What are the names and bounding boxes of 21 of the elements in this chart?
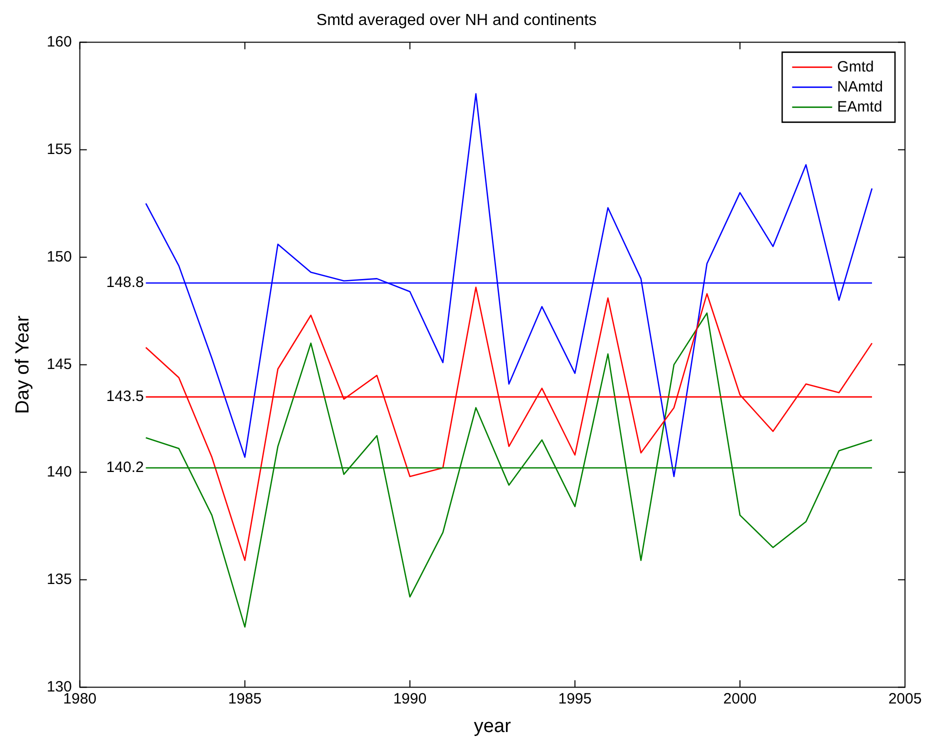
y-tick-label: 140 — [46, 463, 72, 480]
x-axis-title: year — [474, 716, 512, 737]
y-tick-label: 150 — [46, 248, 72, 266]
x-tick-label: 1980 — [63, 690, 97, 708]
y-tick-label: 160 — [46, 33, 72, 50]
y-tick-label: 155 — [46, 140, 72, 158]
ref-line-label: 143.5 — [106, 388, 144, 406]
x-tick-label: 1995 — [558, 690, 592, 708]
x-tick-label: 1985 — [228, 690, 262, 708]
legend-label: NAmtd — [837, 78, 883, 96]
x-tick-label: 2005 — [888, 690, 922, 708]
ref-line-label: 140.2 — [106, 459, 144, 476]
y-tick-label: 135 — [46, 570, 72, 588]
legend-label: EAmtd — [837, 98, 882, 116]
legend-label: Gmtd — [837, 58, 874, 76]
x-tick-label: 1990 — [393, 690, 427, 708]
chart-title: Smtd averaged over NH and continents — [316, 12, 597, 30]
y-tick-label: 145 — [46, 356, 72, 373]
y-axis-title: Day of Year — [12, 314, 34, 414]
x-tick-label: 2000 — [723, 690, 757, 708]
ref-line-label: 148.8 — [106, 274, 144, 292]
